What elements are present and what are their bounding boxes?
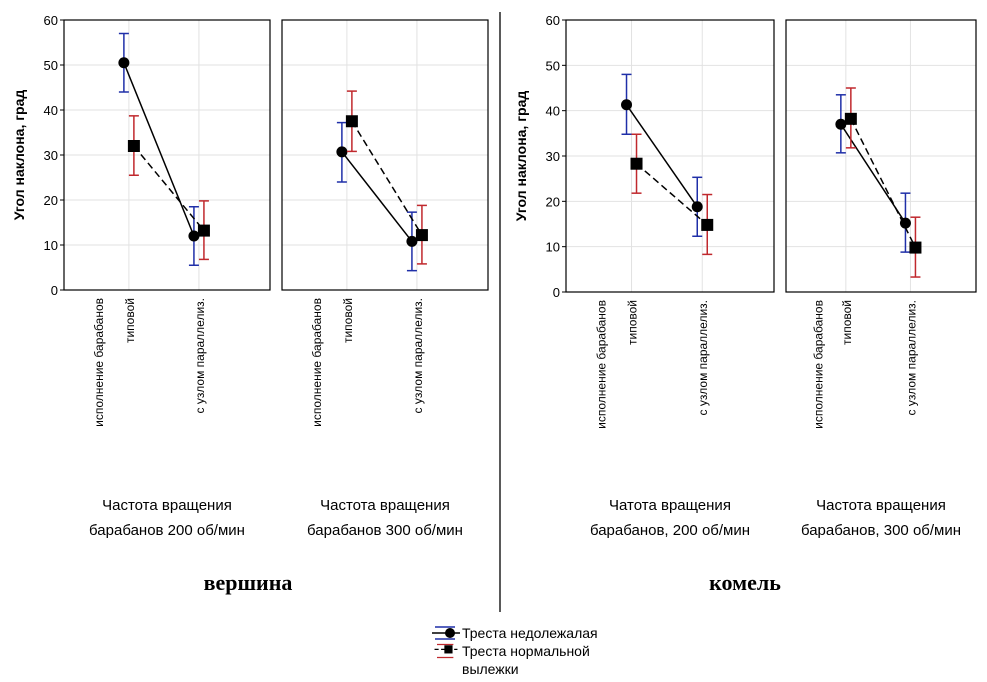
series-line-dashed [850,118,917,248]
x-tick-label: с узлом параллелиз. [411,298,425,413]
y-tick-label: 20 [546,194,560,209]
group-label: комель [709,570,781,595]
group-label: вершина [204,570,293,595]
series-line-dashed [636,163,708,226]
y-tick-label: 0 [553,285,560,300]
y-axis-label: Угол наклона, град [11,90,27,221]
panel-frame [63,19,271,291]
x-tick-label: с узлом параллелиз. [193,298,207,413]
x-tick-label: с узлом параллелиз. [696,300,710,415]
legend-swatch-dashed-square [434,643,458,659]
x-tick-label: исполнение барабанов [811,300,825,429]
y-tick-label: 10 [44,238,58,253]
series-line-solid [123,62,195,237]
data-point-circle [118,57,130,69]
panel-subtitle: Чатота вращения [609,497,731,514]
series-line-solid [341,151,413,242]
y-tick-label: 50 [44,58,58,73]
panel-frame [281,19,489,291]
legend: Треста недолежалая Треста нормальной выл… [432,624,692,677]
x-tick-label: типовой [626,300,640,345]
data-point-square [844,112,857,125]
data-point-square [415,229,428,242]
x-tick-label: исполнение барабанов [92,298,106,427]
x-tick-label: типовой [840,300,854,345]
panel-frame [565,19,775,293]
y-tick-label: 30 [546,149,560,164]
panel-subtitle: барабанов 300 об/мин [307,522,463,539]
y-tick-label: 40 [546,104,560,119]
legend-swatch-solid-circle [432,626,460,640]
panel-frame [785,19,977,293]
series-line-solid [840,123,907,224]
legend-label-series-2-line-2: вылежки [462,661,519,677]
x-tick-label: типовой [341,298,355,343]
data-point-square [127,140,140,152]
panel-subtitle: Частота вращения [102,497,232,514]
y-axis-label: Угол наклона, град [513,91,529,222]
panel-subtitle: барабанов 200 об/мин [89,522,245,539]
legend-item-series-1: Треста недолежалая [432,624,692,642]
x-tick-label: исполнение барабанов [310,298,324,427]
data-point-circle [899,217,911,229]
x-tick-label: исполнение барабанов [594,300,608,429]
x-tick-label: с узлом параллелиз. [904,300,918,415]
data-point-circle [188,230,200,242]
panel-subtitle: барабанов, 200 об/мин [590,522,750,539]
legend-label-series-1: Треста недолежалая [462,625,598,641]
data-point-square [630,157,643,170]
data-point-circle [406,235,418,247]
y-tick-label: 60 [44,13,58,28]
x-tick-label: типовой [123,298,137,343]
data-point-square [197,224,210,237]
y-tick-label: 60 [546,13,560,28]
series-line-dashed [351,120,423,236]
data-point-circle [835,118,847,130]
legend-item-series-2: Треста нормальной вылежки [432,642,692,677]
y-tick-label: 10 [546,240,560,255]
data-point-square [909,241,922,254]
y-tick-label: 20 [44,193,58,208]
data-point-circle [691,201,703,213]
series-line-dashed [133,145,205,232]
data-point-square [345,115,358,128]
legend-label-series-2-line-1: Треста нормальной [462,643,590,659]
panel-subtitle: Частота вращения [816,497,946,514]
y-tick-label: 30 [44,148,58,163]
panel-subtitle: барабанов, 300 об/мин [801,522,961,539]
data-point-square [701,218,714,231]
data-point-circle [621,99,633,111]
y-tick-label: 50 [546,58,560,73]
y-tick-label: 40 [44,103,58,118]
data-point-circle [336,146,348,158]
series-line-solid [625,104,698,208]
y-tick-label: 0 [51,283,58,298]
panel-subtitle: Частота вращения [320,497,450,514]
